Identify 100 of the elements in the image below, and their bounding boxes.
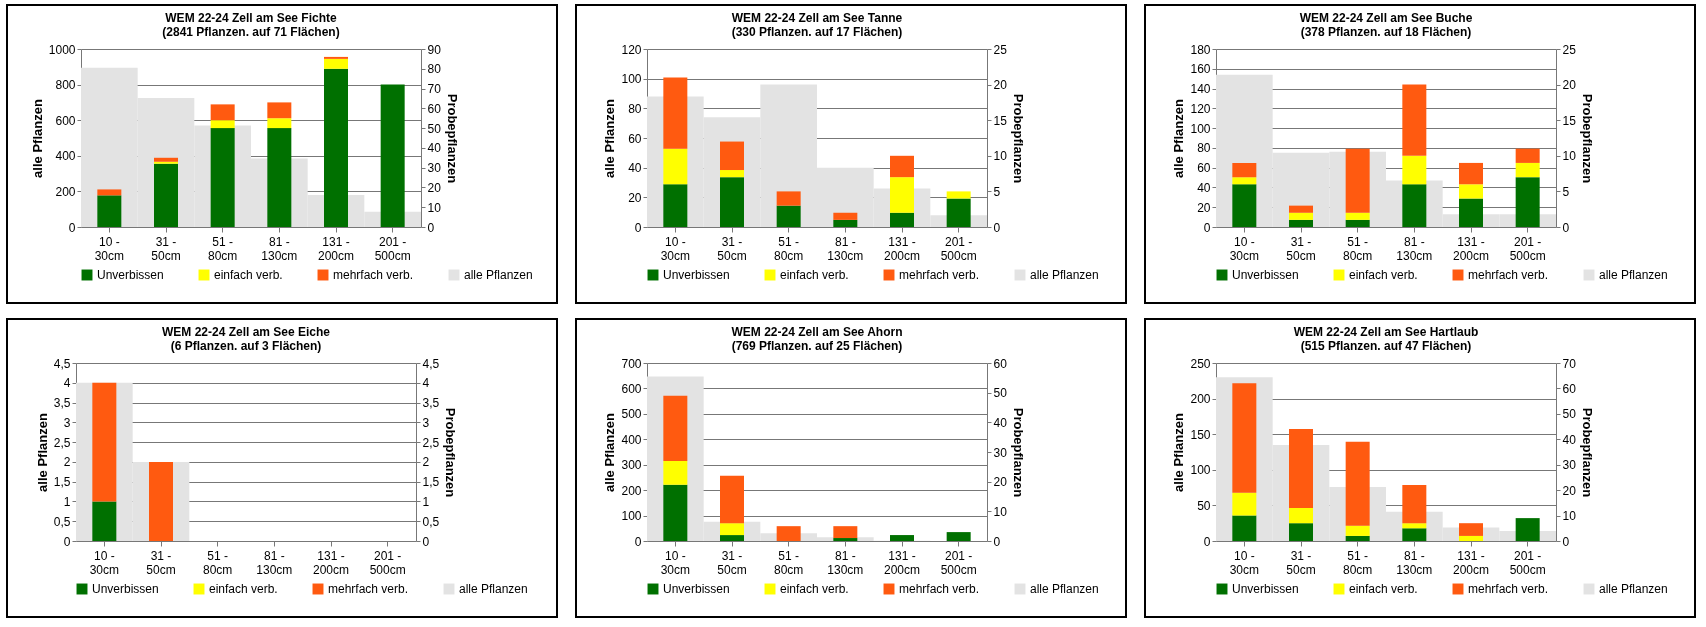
y2-tick-label: 50 [427, 121, 442, 136]
y2-tick-label: 50 [1562, 407, 1577, 422]
bar [1402, 84, 1427, 156]
legend-label: mehrfach verb. [1468, 582, 1549, 596]
y2-axis-title: Probepflanzen [1010, 407, 1026, 498]
legend-label: Unverbissen [663, 582, 730, 596]
chart-subtitle: (2841 Pflanzen. auf 71 Flächen) [162, 25, 340, 39]
y-axis-title: alle Pflanzen [29, 99, 45, 178]
x-tick-label: 10 - 30cm [1229, 234, 1260, 263]
x-tick-label: 81 - 130cm [256, 548, 293, 577]
bar [267, 118, 292, 129]
bar [720, 523, 744, 536]
y-tick-label: 120 [621, 42, 642, 57]
legend-label: einfach verb. [780, 582, 849, 596]
y2-tick-label: 25 [1562, 42, 1577, 57]
y2-axis-title: Probepflanzen [1010, 93, 1026, 184]
x-tick-label: 51 - 80cm [773, 548, 804, 577]
y-axis-title: alle Pflanzen [1171, 99, 1187, 178]
y2-tick-label: 4,5 [422, 356, 440, 371]
legend-label: alle Pflanzen [1030, 268, 1099, 282]
y-tick-label: 100 [1190, 463, 1211, 478]
bar [833, 219, 858, 227]
bar [1515, 162, 1540, 178]
bar [324, 58, 348, 69]
y-tick-label: 0 [634, 220, 642, 235]
y2-tick-label: 15 [993, 113, 1008, 128]
bar [92, 382, 117, 502]
bar [663, 460, 688, 485]
bar [663, 184, 688, 227]
x-tick-label: 201 - 500cm [374, 234, 411, 263]
x-tick-label: 201 - 500cm [940, 548, 977, 577]
y2-tick-label: 40 [427, 141, 442, 156]
legend-label: Unverbissen [1232, 582, 1299, 596]
y2-tick-label: 0 [422, 534, 430, 549]
y2-tick-label: 10 [1562, 149, 1577, 164]
bar [154, 163, 178, 227]
y2-tick-label: 30 [427, 161, 442, 176]
bar [1402, 528, 1427, 541]
y2-tick-label: 60 [427, 101, 442, 116]
y2-tick-label: 3,5 [422, 396, 440, 411]
y-axis-title: alle Pflanzen [602, 99, 618, 178]
y-tick-label: 100 [621, 72, 642, 87]
bar [1232, 383, 1257, 493]
y-tick-label: 120 [1190, 101, 1211, 116]
y2-tick-label: 50 [993, 386, 1008, 401]
legend-label: mehrfach verb. [899, 582, 980, 596]
y2-tick-label: 25 [993, 42, 1008, 57]
legend-label: alle Pflanzen [459, 582, 528, 596]
y2-tick-label: 30 [993, 445, 1008, 460]
bar [210, 104, 235, 121]
y-tick-label: 40 [628, 161, 642, 176]
legend-label: mehrfach verb. [333, 268, 414, 282]
legend-label: alle Pflanzen [464, 268, 533, 282]
bar [1232, 492, 1257, 516]
y2-tick-label: 15 [1562, 113, 1577, 128]
y-tick-label: 4 [63, 376, 71, 391]
y-tick-label: 80 [1197, 141, 1211, 156]
y-tick-label: 20 [628, 190, 642, 205]
bar [663, 484, 688, 541]
y2-tick-label: 10 [427, 200, 442, 215]
y2-tick-label: 40 [993, 415, 1008, 430]
y2-tick-label: 0 [993, 220, 1001, 235]
y2-axis-title: Probepflanzen [443, 407, 459, 498]
y2-tick-label: 0 [1562, 534, 1570, 549]
y2-tick-label: 0 [993, 534, 1001, 549]
bar [663, 148, 688, 185]
x-tick-label: 201 - 500cm [1509, 234, 1546, 263]
bar [1289, 212, 1313, 220]
x-tick-label: 31 - 50cm [717, 234, 747, 263]
x-tick-label: 10 - 30cm [94, 234, 125, 263]
y-axis-title: alle Pflanzen [34, 413, 50, 492]
x-tick-label: 31 - 50cm [1286, 234, 1316, 263]
bar [1345, 535, 1370, 541]
bar [1289, 219, 1313, 227]
y2-tick-label: 10 [993, 504, 1008, 519]
y2-tick-label: 1 [422, 494, 430, 509]
chart-subtitle: (515 Pflanzen. auf 47 Flächen) [1300, 339, 1472, 353]
chart-subtitle: (330 Pflanzen. auf 17 Flächen) [731, 25, 903, 39]
bar [776, 191, 801, 206]
x-tick-label: 10 - 30cm [1229, 548, 1260, 577]
y-tick-label: 2,5 [53, 435, 71, 450]
legend-label: alle Pflanzen [1599, 582, 1668, 596]
x-tick-label: 201 - 500cm [940, 234, 977, 263]
bar [890, 212, 914, 227]
y-tick-label: 150 [1190, 427, 1211, 442]
bar [1345, 212, 1370, 220]
y2-tick-label: 70 [427, 82, 442, 97]
x-tick-label: 51 - 80cm [207, 234, 238, 263]
x-tick-label: 131 - 200cm [312, 548, 350, 577]
y-tick-label: 100 [1190, 121, 1211, 136]
x-tick-label: 10 - 30cm [660, 234, 691, 263]
y-tick-label: 80 [628, 101, 642, 116]
bar [92, 501, 117, 541]
y2-tick-label: 0,5 [422, 514, 440, 529]
bar [1232, 162, 1257, 178]
y2-tick-label: 2 [422, 455, 430, 470]
y2-tick-label: 20 [1562, 483, 1577, 498]
y-tick-label: 0 [63, 534, 71, 549]
chart-title: WEM 22-24 Zell am See Tanne [731, 11, 903, 25]
chart-title: WEM 22-24 Zell am See Hartlaub [1293, 325, 1479, 339]
